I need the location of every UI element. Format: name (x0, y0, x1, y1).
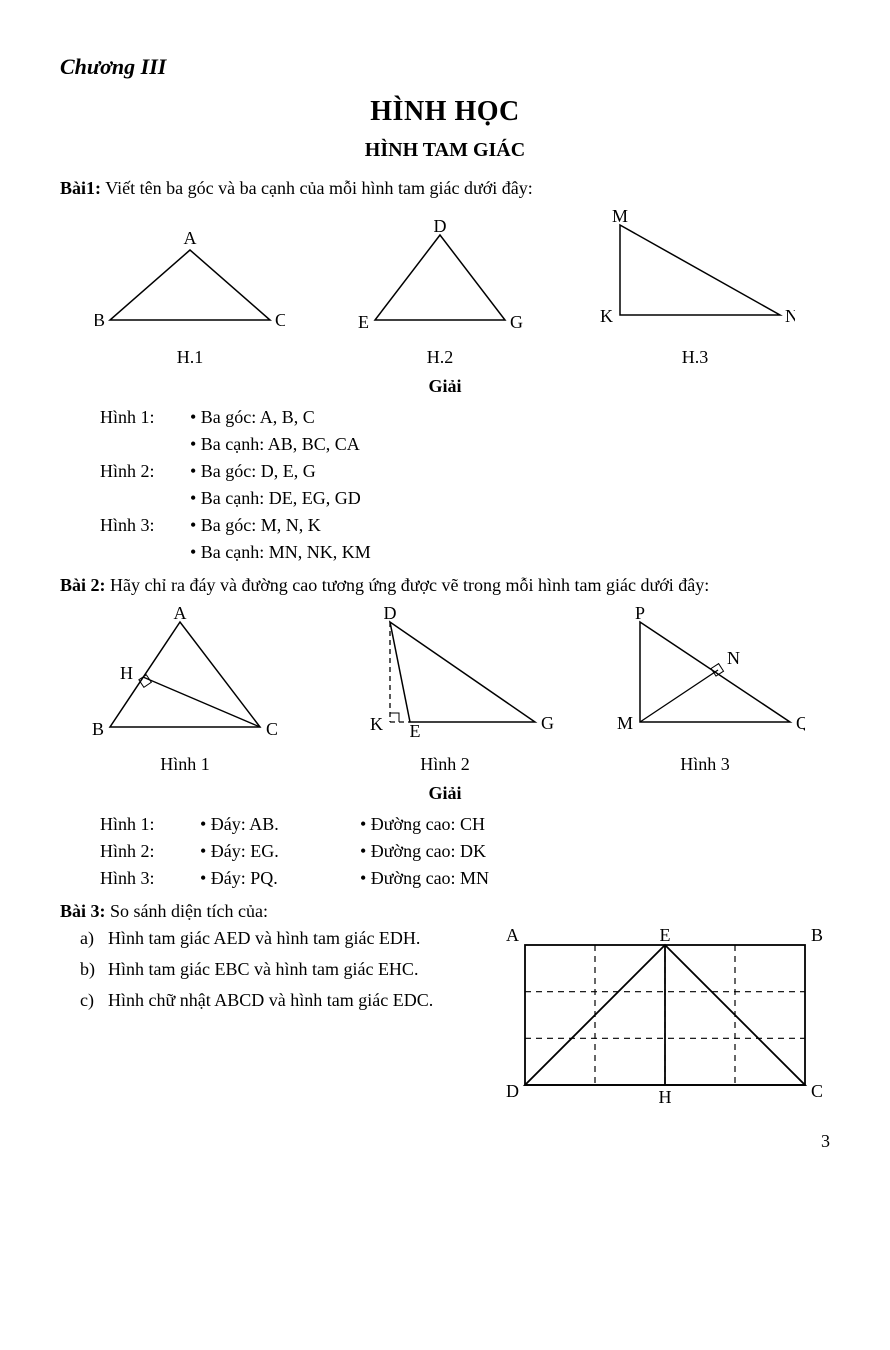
svg-text:D: D (384, 607, 397, 623)
ans-label: Hình 3: (100, 512, 190, 539)
ans-label: Hình 1: (100, 404, 190, 431)
bai2-figures: A B C H Hình 1 D K E G Hình 2 P M (60, 607, 830, 778)
triangle-h2: D E G (355, 220, 525, 340)
svg-text:C: C (811, 1081, 823, 1101)
bai3-prompt: So sánh diện tích của: (110, 901, 268, 921)
svg-text:G: G (541, 713, 554, 733)
svg-text:C: C (275, 310, 285, 330)
item-text: Hình tam giác EBC và hình tam giác EHC. (108, 956, 480, 983)
svg-text:G: G (510, 312, 523, 332)
ans-text: • Ba góc: M, N, K (190, 512, 830, 539)
svg-text:H: H (659, 1087, 672, 1107)
svg-text:E: E (358, 312, 369, 332)
item-label: b) (80, 956, 108, 983)
ans-text: • Ba góc: A, B, C (190, 404, 830, 431)
bai1-prompt: Viết tên ba góc và ba cạnh của mỗi hình … (105, 178, 533, 198)
chapter-label: Chương III (60, 50, 830, 83)
svg-text:K: K (370, 714, 383, 734)
svg-text:Q: Q (796, 713, 805, 733)
svg-text:B: B (811, 925, 823, 945)
ans-text: • Ba cạnh: DE, EG, GD (190, 485, 830, 512)
svg-text:A: A (174, 607, 187, 623)
svg-text:E: E (660, 925, 671, 945)
page-title-2: HÌNH TAM GIÁC (60, 135, 830, 165)
ans-text: • Đáy: PQ. (200, 865, 360, 892)
ans-text: • Ba cạnh: AB, BC, CA (190, 431, 830, 458)
svg-text:C: C (266, 719, 278, 739)
bai3-label: Bài 3: (60, 901, 106, 921)
svg-text:K: K (600, 306, 613, 326)
svg-text:B: B (92, 719, 104, 739)
ans-text: • Đường cao: CH (360, 811, 830, 838)
svg-text:M: M (612, 210, 628, 226)
bai1-fig1-caption: H.1 (95, 344, 285, 371)
svg-text:E: E (410, 721, 421, 741)
page-title-1: HÌNH HỌC (60, 91, 830, 133)
triangle-h3: M K N (595, 210, 795, 340)
bai3: Bài 3: So sánh diện tích của: (60, 898, 830, 925)
bai1-fig2: D E G H.2 (355, 220, 525, 371)
svg-text:H: H (120, 663, 133, 683)
bai2-fig3-caption: Hình 3 (605, 751, 805, 778)
triangle-b2-2: D K E G (335, 607, 555, 747)
svg-text:A: A (506, 925, 519, 945)
bai2-label: Bài 2: (60, 575, 106, 595)
ans-label: Hình 2: (100, 458, 190, 485)
ans-label: Hình 3: (100, 865, 200, 892)
svg-text:A: A (184, 230, 197, 248)
ans-text: • Đường cao: MN (360, 865, 830, 892)
item-text: Hình chữ nhật ABCD và hình tam giác EDC. (108, 987, 480, 1014)
bai1-fig2-caption: H.2 (355, 344, 525, 371)
bai1-label: Bài1: (60, 178, 101, 198)
bai1-fig3: M K N H.3 (595, 210, 795, 371)
bai1: Bài1: Viết tên ba góc và ba cạnh của mỗi… (60, 175, 830, 202)
bai2-fig2: D K E G Hình 2 (335, 607, 555, 778)
bai2-fig3: P M Q N Hình 3 (605, 607, 805, 778)
svg-text:P: P (635, 607, 645, 623)
bai2-giai: Giải (60, 780, 830, 807)
rectangle-grid: A B C D E H (505, 925, 825, 1110)
bai1-figures: A B C H.1 D E G H.2 M K N H.3 (60, 210, 830, 371)
svg-text:D: D (434, 220, 447, 236)
ans-text: • Đáy: AB. (200, 811, 360, 838)
svg-text:M: M (617, 713, 633, 733)
bai2-fig1-caption: Hình 1 (85, 751, 285, 778)
bai1-answers: Hình 1:• Ba góc: A, B, C • Ba cạnh: AB, … (100, 404, 830, 566)
ans-text: • Đường cao: DK (360, 838, 830, 865)
svg-text:B: B (95, 310, 105, 330)
ans-text: • Đáy: EG. (200, 838, 360, 865)
page-number: 3 (60, 1128, 830, 1155)
bai3-figure: A B C D E H (500, 925, 830, 1110)
bai1-giai: Giải (60, 373, 830, 400)
triangle-h1: A B C (95, 230, 285, 340)
bai1-fig3-caption: H.3 (595, 344, 795, 371)
bai1-fig1: A B C H.1 (95, 230, 285, 371)
ans-label: Hình 1: (100, 811, 200, 838)
bai2: Bài 2: Hãy chỉ ra đáy và đường cao tương… (60, 572, 830, 599)
bai2-fig2-caption: Hình 2 (335, 751, 555, 778)
bai2-answers: Hình 1: • Đáy: AB. • Đường cao: CH Hình … (100, 811, 830, 892)
bai3-items: a) Hình tam giác AED và hình tam giác ED… (60, 925, 480, 1110)
bai2-prompt: Hãy chỉ ra đáy và đường cao tương ứng đư… (110, 575, 709, 595)
svg-text:N: N (727, 648, 740, 668)
svg-text:N: N (785, 306, 795, 326)
item-label: a) (80, 925, 108, 952)
triangle-b2-3: P M Q N (605, 607, 805, 747)
item-text: Hình tam giác AED và hình tam giác EDH. (108, 925, 480, 952)
bai2-fig1: A B C H Hình 1 (85, 607, 285, 778)
triangle-b2-1: A B C H (85, 607, 285, 747)
svg-text:D: D (506, 1081, 519, 1101)
ans-text: • Ba cạnh: MN, NK, KM (190, 539, 830, 566)
item-label: c) (80, 987, 108, 1014)
ans-text: • Ba góc: D, E, G (190, 458, 830, 485)
ans-label: Hình 2: (100, 838, 200, 865)
